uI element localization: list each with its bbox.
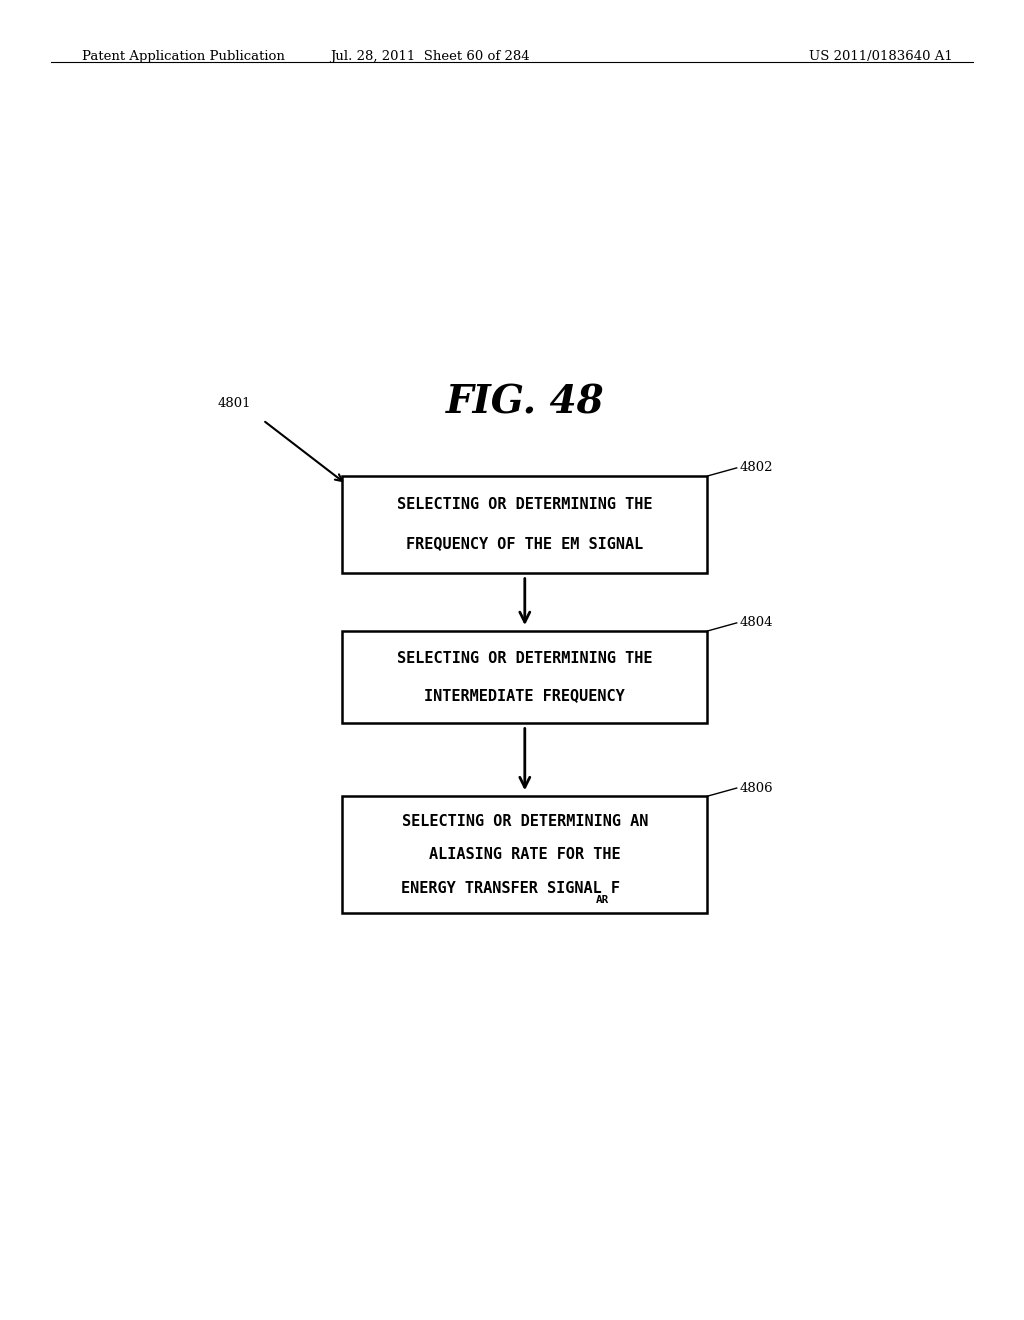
Point [701,623,714,639]
Text: SELECTING OR DETERMINING AN: SELECTING OR DETERMINING AN [401,813,648,829]
Point [701,469,714,484]
Text: 4806: 4806 [739,781,773,795]
Text: FIG. 48: FIG. 48 [445,383,604,421]
Text: INTERMEDIATE FREQUENCY: INTERMEDIATE FREQUENCY [424,688,626,702]
Bar [342,796,708,913]
Text: 4804: 4804 [739,616,772,630]
Text: SELECTING OR DETERMINING THE: SELECTING OR DETERMINING THE [397,651,652,667]
Point [730,459,742,475]
Text: Patent Application Publication: Patent Application Publication [82,50,285,63]
Text: ALIASING RATE FOR THE: ALIASING RATE FOR THE [429,847,621,862]
Bar [342,477,708,573]
Text: AR: AR [596,895,609,906]
Line: 2 pts: 2 pts [708,623,736,631]
Text: SELECTING OR DETERMINING THE: SELECTING OR DETERMINING THE [397,498,652,512]
Text: FREQUENCY OF THE EM SIGNAL: FREQUENCY OF THE EM SIGNAL [407,536,643,552]
Text: ENERGY TRANSFER SIGNAL F: ENERGY TRANSFER SIGNAL F [401,880,620,895]
Point [701,788,714,804]
Bar [342,631,708,722]
Line: 2 pts: 2 pts [708,788,736,796]
Text: US 2011/0183640 A1: US 2011/0183640 A1 [809,50,952,63]
Text: Jul. 28, 2011  Sheet 60 of 284: Jul. 28, 2011 Sheet 60 of 284 [331,50,529,63]
Text: 4801: 4801 [217,397,251,411]
Point [730,780,742,796]
Text: 4802: 4802 [739,462,772,474]
Line: 2 pts: 2 pts [708,467,736,477]
Point [730,615,742,631]
